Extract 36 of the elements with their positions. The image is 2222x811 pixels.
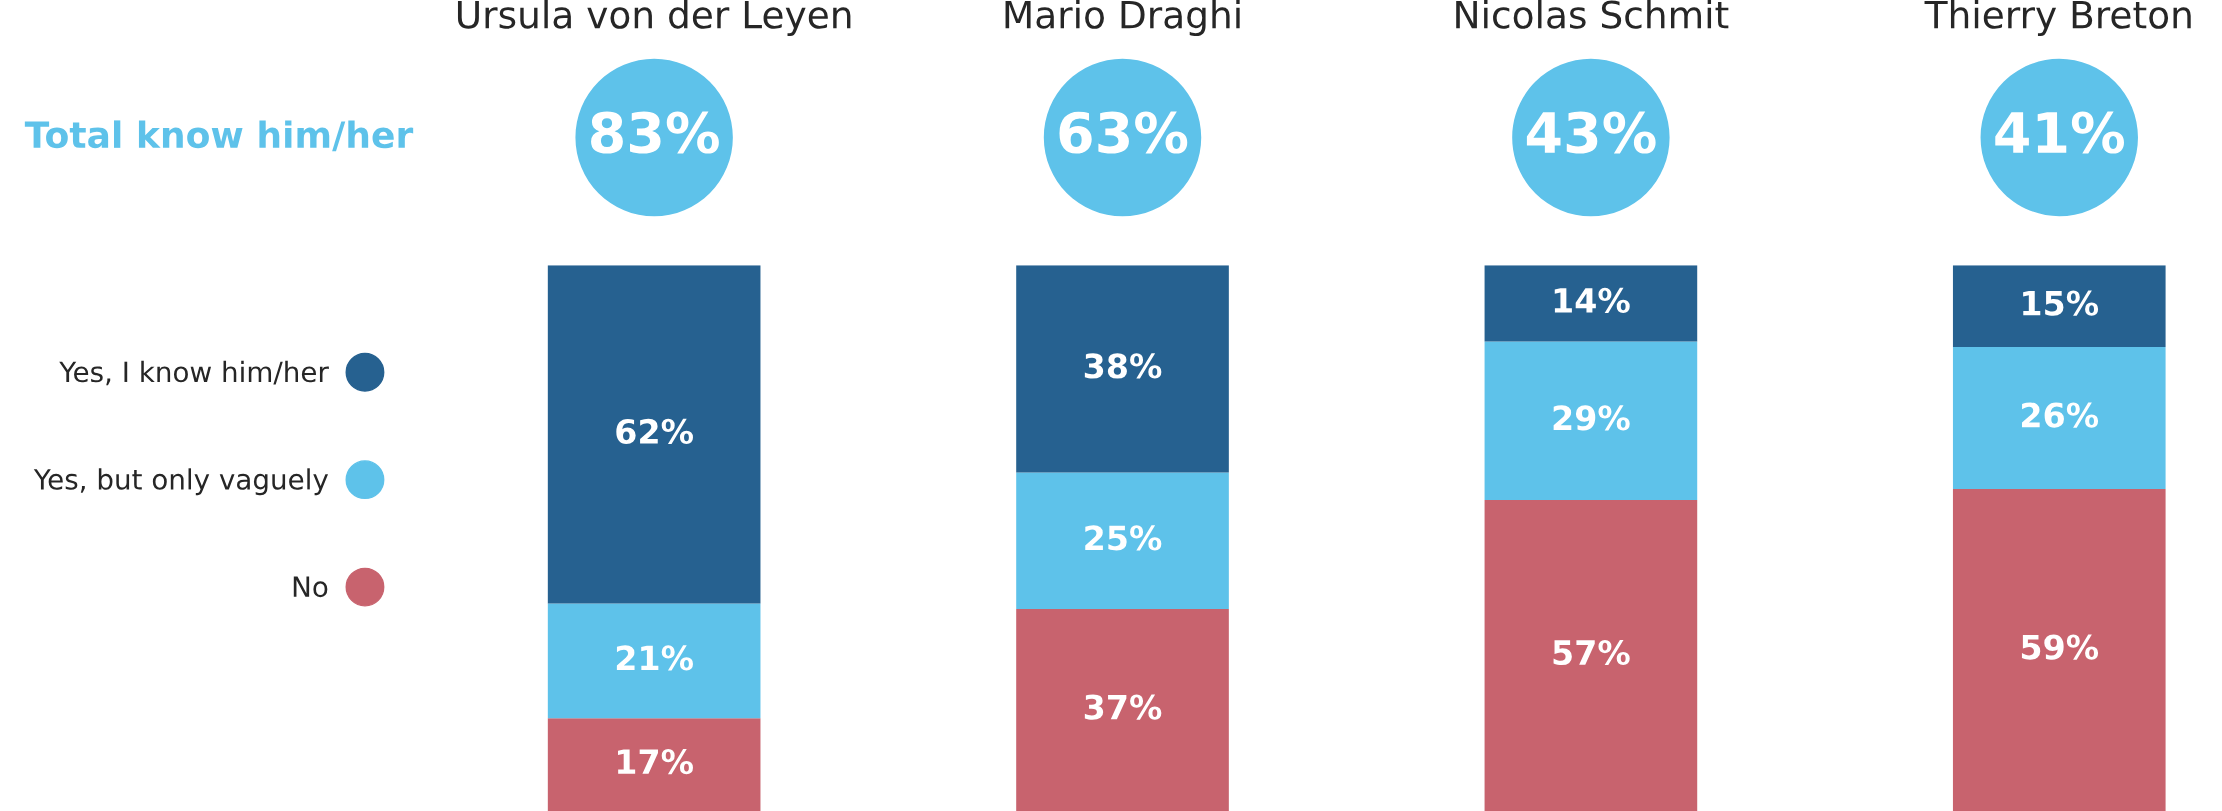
text: 83% bbox=[591, 111, 719, 154]
bar bbox=[1016, 265, 1229, 473]
bar bbox=[1484, 341, 1698, 500]
legend-label: No bbox=[293, 576, 328, 598]
legend-label: Yes, I know him/her bbox=[59, 360, 329, 386]
bar bbox=[1952, 488, 2166, 811]
data-label: 15% bbox=[2023, 290, 2099, 316]
data-label: 59% bbox=[2021, 634, 2099, 660]
data-label: 57% bbox=[1553, 639, 1630, 666]
bar bbox=[547, 718, 761, 811]
bar bbox=[1952, 347, 2166, 489]
x-tick-label: Ursula von der Leyen bbox=[457, 0, 851, 37]
bar bbox=[1016, 609, 1229, 811]
bar bbox=[1952, 265, 2166, 348]
bar bbox=[547, 603, 761, 719]
data-label: 38% bbox=[1084, 353, 1162, 379]
data-label: 62% bbox=[616, 418, 693, 445]
legend-label: Yes, but only vaguely bbox=[33, 468, 329, 496]
bar bbox=[1016, 472, 1229, 610]
text: 63% bbox=[1059, 111, 1188, 154]
data-label: 25% bbox=[1085, 525, 1162, 551]
text: 43% bbox=[1526, 111, 1656, 154]
x-tick-label: Mario Draghi bbox=[1005, 0, 1240, 37]
data-label: 29% bbox=[1553, 405, 1630, 431]
bar bbox=[1484, 265, 1698, 342]
x-tick-label: Thierry Breton bbox=[1924, 0, 2191, 37]
bar bbox=[1484, 499, 1698, 811]
bar bbox=[547, 265, 761, 604]
text: Total know him/her bbox=[24, 120, 414, 152]
data-label: 21% bbox=[616, 645, 693, 671]
data-label: 17% bbox=[618, 749, 693, 775]
data-label: 37% bbox=[1084, 694, 1162, 720]
data-label: 14% bbox=[1554, 287, 1630, 314]
x-tick-label: Nicolas Schmit bbox=[1456, 0, 1729, 29]
data-label: 26% bbox=[2022, 402, 2099, 428]
text: 41% bbox=[1995, 111, 2124, 154]
